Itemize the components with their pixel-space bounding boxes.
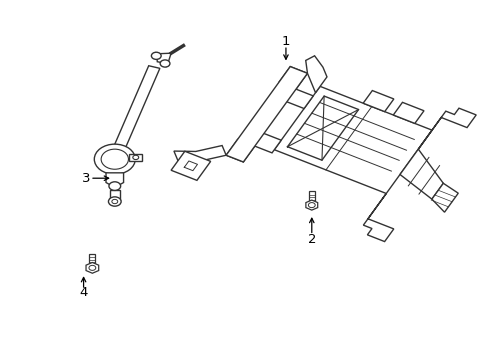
- Polygon shape: [417, 108, 475, 149]
- Polygon shape: [106, 173, 123, 186]
- Polygon shape: [152, 53, 169, 67]
- Polygon shape: [171, 151, 210, 180]
- Text: 4: 4: [79, 287, 88, 300]
- Polygon shape: [274, 86, 431, 193]
- Polygon shape: [431, 183, 457, 212]
- Circle shape: [308, 203, 315, 208]
- Polygon shape: [278, 67, 313, 109]
- Polygon shape: [308, 191, 314, 203]
- Polygon shape: [305, 56, 326, 93]
- Text: 3: 3: [81, 172, 90, 185]
- Polygon shape: [114, 66, 160, 147]
- Circle shape: [108, 197, 121, 206]
- Polygon shape: [392, 102, 423, 123]
- Circle shape: [109, 182, 121, 190]
- Polygon shape: [363, 91, 393, 112]
- Polygon shape: [129, 154, 142, 161]
- Polygon shape: [225, 130, 281, 162]
- Circle shape: [133, 155, 139, 159]
- Text: 1: 1: [281, 35, 289, 49]
- Circle shape: [151, 52, 161, 59]
- Polygon shape: [156, 53, 171, 64]
- Text: 2: 2: [307, 233, 315, 246]
- Polygon shape: [399, 149, 443, 199]
- Polygon shape: [305, 200, 317, 210]
- Circle shape: [94, 144, 135, 174]
- Polygon shape: [89, 254, 95, 266]
- Polygon shape: [225, 67, 307, 162]
- Circle shape: [160, 60, 169, 67]
- Polygon shape: [86, 262, 99, 273]
- Polygon shape: [174, 145, 225, 161]
- Circle shape: [89, 265, 96, 270]
- Polygon shape: [363, 193, 393, 242]
- Circle shape: [112, 199, 118, 204]
- Polygon shape: [110, 190, 120, 201]
